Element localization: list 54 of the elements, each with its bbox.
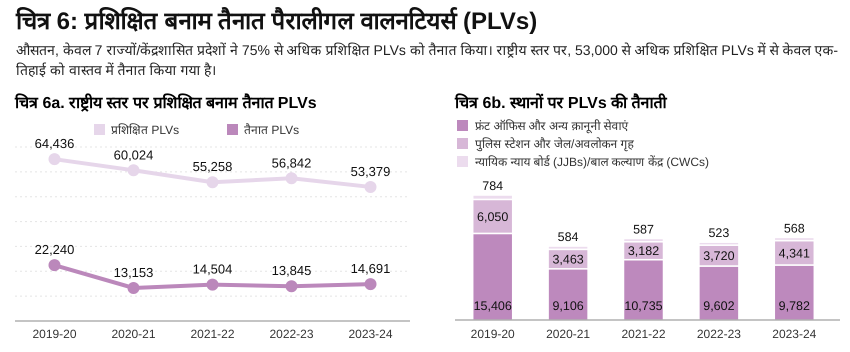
data-label: 584 (558, 230, 579, 244)
data-label: 9,106 (552, 299, 584, 313)
data-label: 14,504 (192, 262, 232, 277)
x-tick-label: 2023-24 (348, 327, 393, 341)
x-tick-label: 2023-24 (772, 327, 817, 341)
point (48, 259, 60, 272)
x-tick-label: 2022-23 (269, 327, 314, 341)
point (364, 278, 376, 290)
data-label: 14,691 (350, 261, 390, 276)
data-label: 3,463 (552, 252, 584, 267)
x-tick-label: 2020-21 (111, 327, 156, 341)
data-label: 60,024 (114, 147, 154, 162)
legend-label: पुलिस स्टेशन और जेल/अवलोकन गृह (475, 137, 635, 152)
x-tick-label: 2019-20 (470, 327, 516, 341)
data-label: 523 (708, 226, 730, 240)
point (48, 153, 60, 166)
data-label: 568 (784, 221, 805, 236)
chart-title: चित्र 6a. राष्ट्रीय स्तर पर प्रशिक्षित बनाम तैनात PLVs (14, 93, 317, 112)
legend-label: फ्रंट ऑफिस और अन्य क़ानूनी सेवाएं (475, 119, 629, 134)
point (128, 164, 140, 176)
point (206, 278, 218, 291)
data-label: 22,240 (34, 242, 74, 258)
data-label: 4,341 (778, 246, 810, 260)
data-label: 10,735 (624, 299, 663, 313)
point (206, 176, 218, 188)
data-label: 784 (482, 179, 504, 193)
x-tick-label: 2019-20 (32, 327, 77, 341)
data-label: 9,602 (703, 299, 735, 313)
point (128, 282, 140, 294)
x-tick-label: 2020-21 (546, 327, 590, 341)
legend-label: न्यायिक न्याय बोर्ड (JJBs)/बाल कल्याण केंद्र (CWCs) (475, 155, 709, 169)
data-label: 64,436 (34, 136, 74, 152)
x-tick-label: 2022-23 (696, 327, 742, 341)
text: चित्र 6: प्रशिक्षित बनाम तैनात पैरालीगल वालनटियर्स (PLVs) (16, 6, 538, 37)
x-tick-label: 2021-22 (621, 327, 666, 341)
data-label: 6,050 (477, 210, 508, 224)
point (364, 180, 376, 193)
point (286, 280, 298, 292)
chart-title: चित्र 6b. स्थानों पर PLVs की तैनाती (454, 93, 668, 112)
data-label: 3,720 (703, 249, 735, 264)
data-label: 13,845 (272, 263, 312, 278)
x-tick-label: 2021-22 (190, 327, 235, 341)
data-label: 13,153 (114, 264, 154, 280)
text: औसतन, केवल 7 राज्यों/केंद्रशासित प्रदेशों ने 75% से अधिक प्रशिक्षित PLVs को तैनात किया। राष्ट्रीय स्तर पर, 53,000 से अधिक प्रशिक्षित PLVs में से केवल एक-तिहाई को वास्तव में तैनात किया गया है। (16, 41, 840, 80)
data-label: 15,406 (474, 299, 512, 313)
data-label: 587 (633, 222, 654, 236)
data-label: 9,782 (778, 299, 810, 313)
point (286, 172, 298, 184)
legend-label: प्रशिक्षित PLVs (111, 123, 180, 137)
data-label: 3,182 (628, 244, 660, 258)
data-label: 56,842 (272, 155, 312, 170)
data-label: 53,379 (350, 164, 390, 179)
legend-label: तैनात PLVs (244, 123, 300, 137)
data-label: 55,258 (192, 159, 232, 174)
